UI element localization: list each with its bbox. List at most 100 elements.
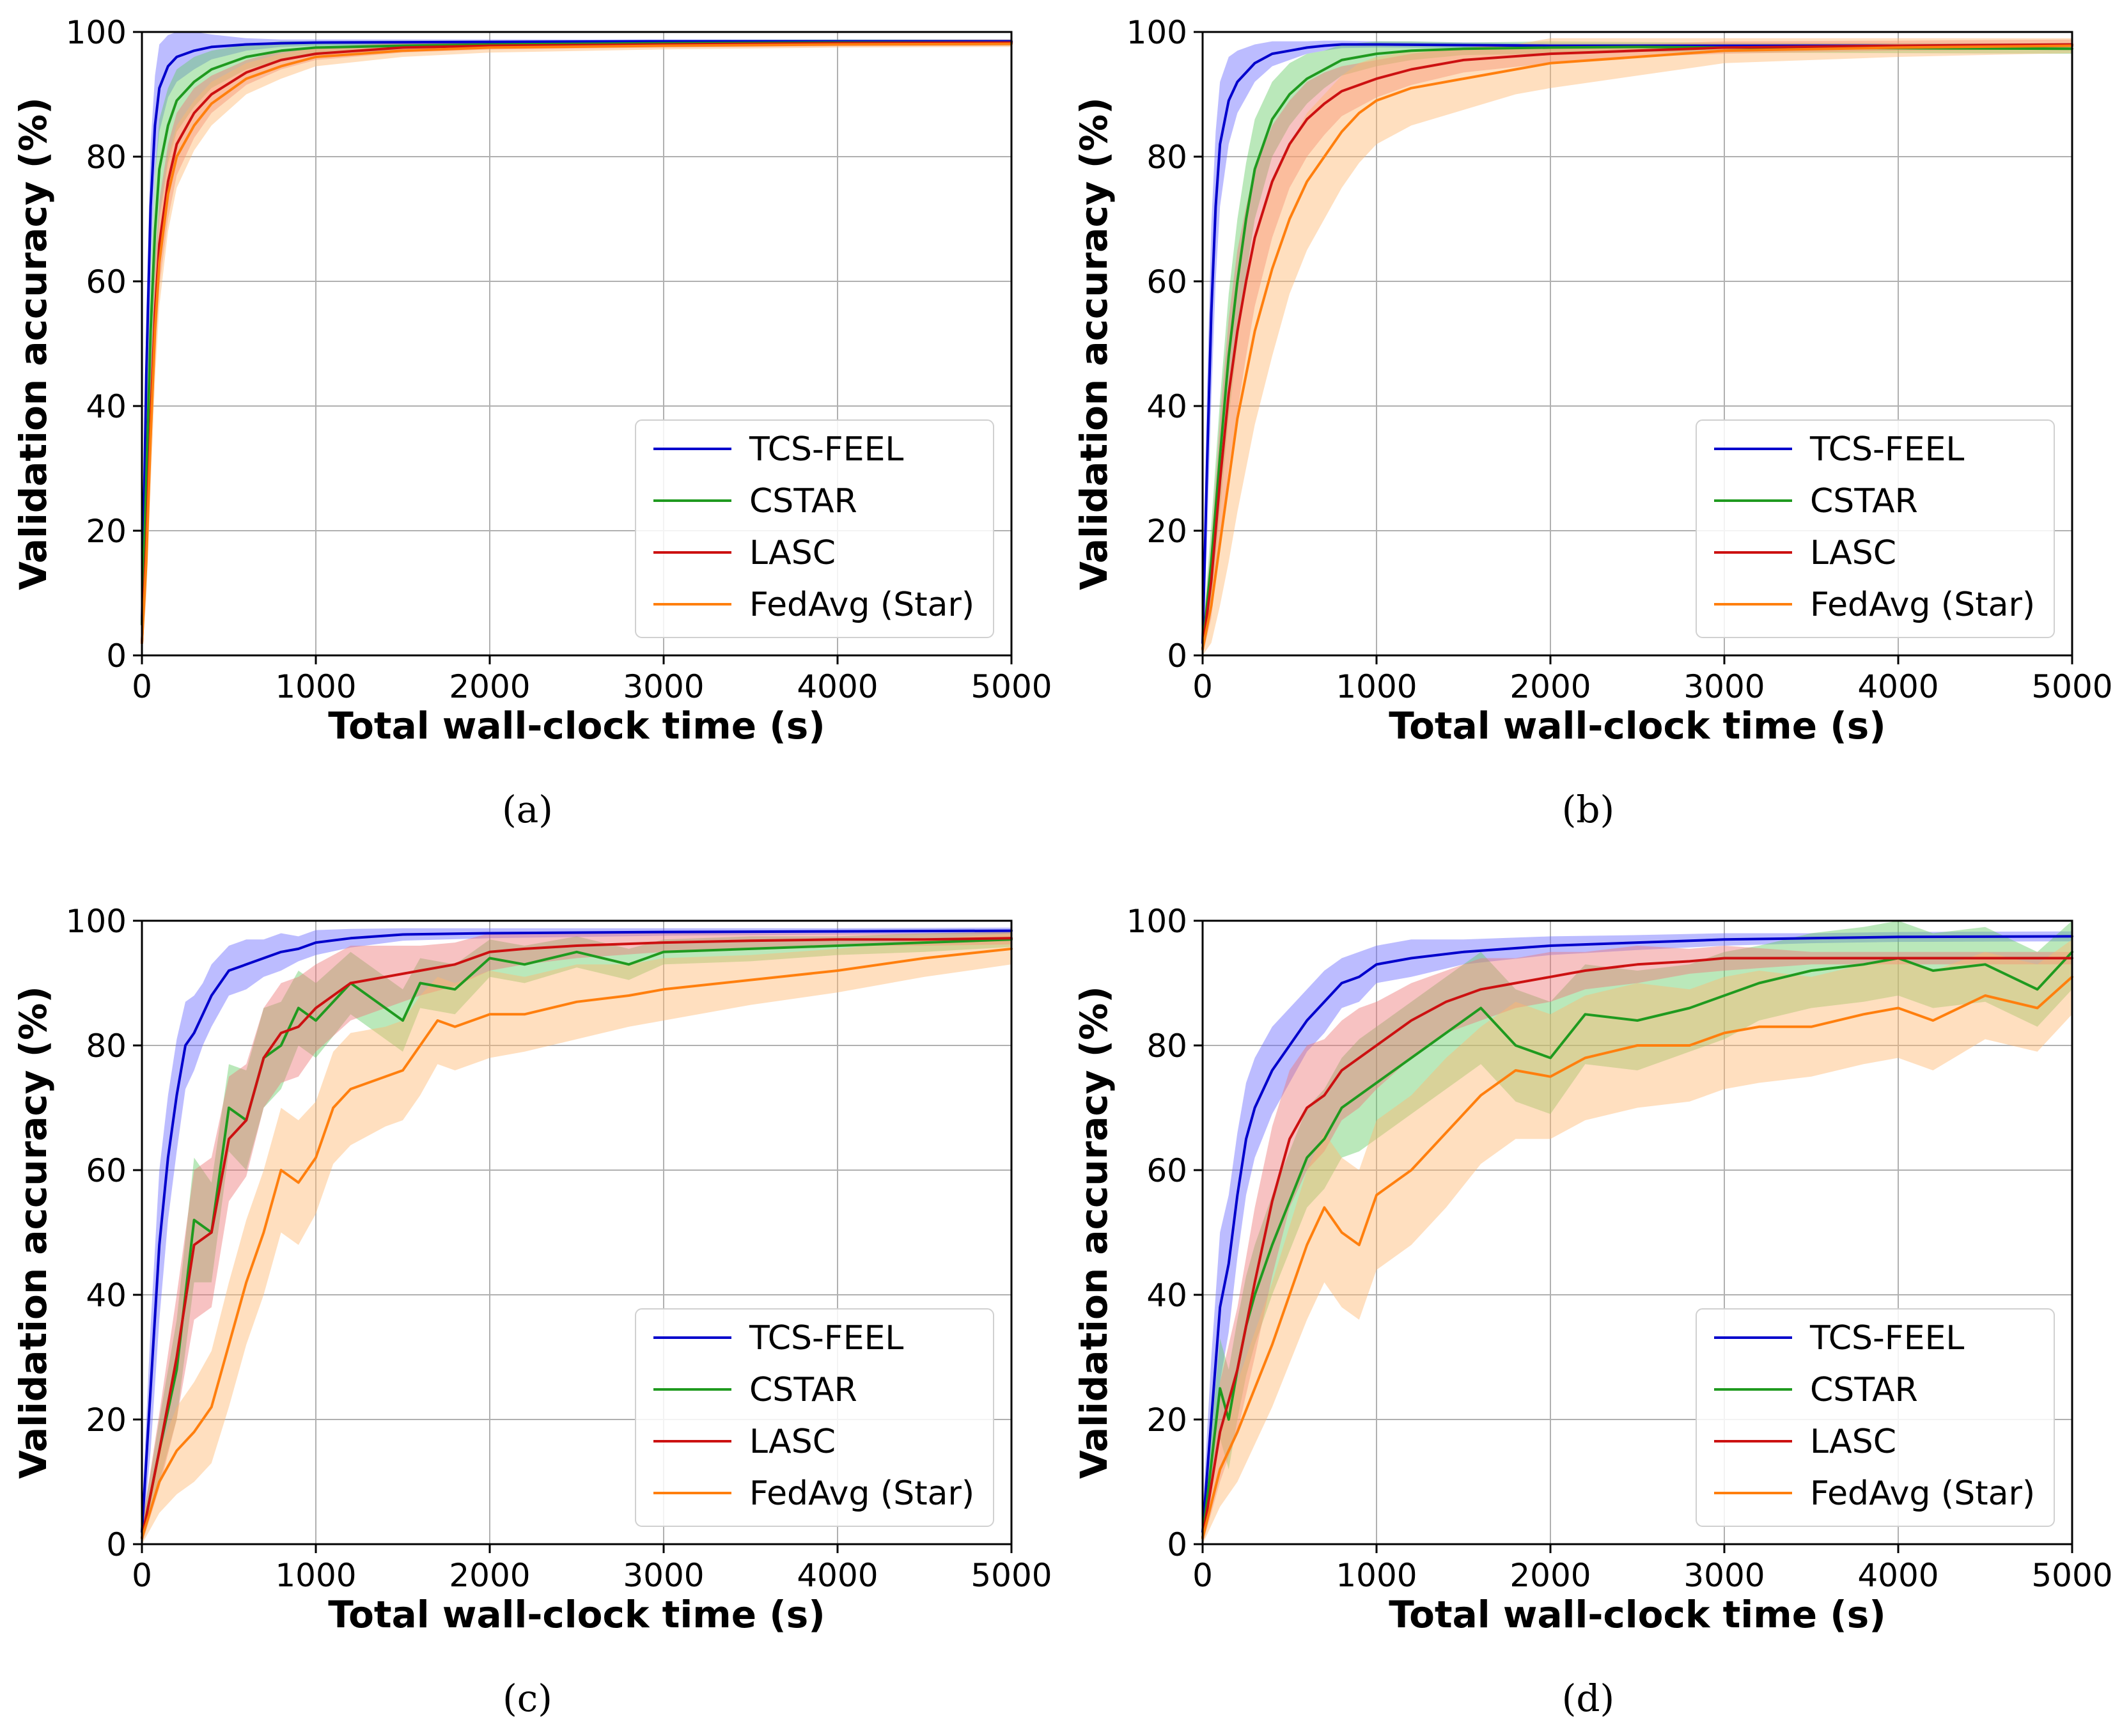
line-tcs-feel-a xyxy=(141,40,1013,626)
x-axis-label-c: Total wall-clock time (s) xyxy=(328,1593,825,1636)
legend-label-lasc-b: LASC xyxy=(1810,534,1896,572)
y-tick-label-d: 40 xyxy=(1146,1277,1187,1314)
y-tick-label-d: 0 xyxy=(1167,1526,1187,1563)
line-fedavg-star-c xyxy=(141,947,1013,1540)
x-tick-label-c: 4000 xyxy=(797,1557,878,1594)
legend-label-fedavg-star-a: FedAvg (Star) xyxy=(749,586,974,624)
legend-label-lasc-d: LASC xyxy=(1810,1423,1896,1461)
x-tick-label-c: 0 xyxy=(132,1557,152,1594)
line-cstar-d xyxy=(1201,950,2073,1540)
x-axis-label-a: Total wall-clock time (s) xyxy=(328,704,825,747)
x-tick-label-d: 5000 xyxy=(2031,1557,2112,1594)
x-tick-label-d: 0 xyxy=(1192,1557,1213,1594)
y-tick-label-b: 80 xyxy=(1146,139,1187,176)
legend-d xyxy=(1696,1308,2055,1527)
x-tick-label-d: 4000 xyxy=(1857,1557,1939,1594)
x-tick-label-c: 1000 xyxy=(275,1557,356,1594)
line-fedavg-star-d xyxy=(1201,975,2073,1540)
x-tick-label-a: 1000 xyxy=(275,668,356,705)
x-tick-label-b: 5000 xyxy=(2031,668,2112,705)
legend-c xyxy=(635,1308,994,1527)
chart-panel-a: 0 1000 2000 3000 4000 5000 0 20 40 60 80 100 Total w… xyxy=(12,14,1052,747)
band-cstar-b xyxy=(1203,41,2072,656)
line-tcs-feel-c xyxy=(141,929,1013,1533)
chart-panel-d: 0 1000 2000 3000 4000 5000 0 20 40 60 80 100 Total w… xyxy=(1072,903,2113,1636)
legend-label-lasc-a: LASC xyxy=(749,534,836,572)
x-tick-label-d: 2000 xyxy=(1510,1557,1591,1594)
x-tick-label-c: 2000 xyxy=(449,1557,530,1594)
line-fedavg-star-a xyxy=(141,42,1013,645)
band-fedavg-star-a xyxy=(142,40,1011,656)
x-tick-label-b: 3000 xyxy=(1683,668,1765,705)
legend-label-tcs-feel-c: TCS-FEEL xyxy=(749,1319,903,1357)
legend-label-fedavg-star-d: FedAvg (Star) xyxy=(1810,1474,2035,1513)
caption-c: (c) xyxy=(503,1677,552,1720)
y-tick-label-c: 40 xyxy=(86,1277,127,1314)
x-tick-label-c: 3000 xyxy=(623,1557,704,1594)
y-tick-label-b: 40 xyxy=(1146,388,1187,425)
x-tick-label-a: 2000 xyxy=(449,668,530,705)
legend-label-cstar-d: CSTAR xyxy=(1810,1371,1918,1409)
y-tick-label-b: 20 xyxy=(1146,513,1187,550)
x-tick-label-b: 4000 xyxy=(1857,668,1939,705)
y-tick-label-a: 100 xyxy=(66,14,127,51)
legend-label-tcs-feel-d: TCS-FEEL xyxy=(1809,1319,1964,1357)
y-axis-label-c: Validation accuracy (%) xyxy=(12,986,55,1479)
legend-label-fedavg-star-b: FedAvg (Star) xyxy=(1810,586,2035,624)
y-tick-label-c: 60 xyxy=(86,1152,127,1189)
axes-frame-c xyxy=(141,919,1013,1545)
x-tick-label-d: 3000 xyxy=(1683,1557,1765,1594)
legend-label-cstar-b: CSTAR xyxy=(1810,482,1918,520)
legend-label-fedavg-star-c: FedAvg (Star) xyxy=(749,1474,974,1513)
y-tick-label-a: 0 xyxy=(106,637,127,675)
band-lasc-b xyxy=(1203,39,2072,655)
line-lasc-b xyxy=(1201,43,2073,651)
chart-panel-c: 0 1000 2000 3000 4000 5000 0 20 40 60 80 100 Total w… xyxy=(12,903,1052,1636)
axes-frame-a xyxy=(141,31,1013,657)
x-tick-label-a: 4000 xyxy=(797,668,878,705)
y-tick-label-b: 60 xyxy=(1146,263,1187,301)
legend-label-cstar-a: CSTAR xyxy=(749,482,857,520)
legend-label-cstar-c: CSTAR xyxy=(749,1371,857,1409)
x-tick-label-a: 0 xyxy=(132,668,152,705)
axes-frame-b xyxy=(1201,31,2073,657)
y-tick-label-c: 80 xyxy=(86,1028,127,1065)
y-axis-label-b: Validation accuracy (%) xyxy=(1072,97,1116,590)
y-tick-label-a: 80 xyxy=(86,139,127,176)
line-tcs-feel-d xyxy=(1201,935,2073,1533)
y-axis-label-d: Validation accuracy (%) xyxy=(1072,986,1116,1479)
legend-label-lasc-c: LASC xyxy=(749,1423,836,1461)
band-fedavg-star-d xyxy=(1203,939,2072,1544)
x-tick-label-b: 2000 xyxy=(1510,668,1591,705)
legend-b xyxy=(1696,419,2055,638)
y-tick-label-b: 0 xyxy=(1167,637,1187,675)
legend-a xyxy=(635,419,994,638)
x-tick-label-a: 3000 xyxy=(623,668,704,705)
line-fedavg-star-b xyxy=(1201,44,2073,651)
y-tick-label-c: 20 xyxy=(86,1402,127,1439)
y-tick-label-b: 100 xyxy=(1127,14,1187,51)
axes-frame-d xyxy=(1201,919,2073,1545)
y-tick-label-d: 100 xyxy=(1127,903,1187,940)
x-tick-label-d: 1000 xyxy=(1336,1557,1417,1594)
x-tick-label-b: 0 xyxy=(1192,668,1213,705)
x-tick-label-a: 5000 xyxy=(971,668,1052,705)
line-lasc-d xyxy=(1201,957,2073,1540)
y-tick-label-a: 60 xyxy=(86,263,127,301)
y-tick-label-a: 40 xyxy=(86,388,127,425)
line-lasc-c xyxy=(141,937,1013,1540)
band-cstar-d xyxy=(1203,921,2072,1544)
caption-b: (b) xyxy=(1561,788,1615,831)
caption-d: (d) xyxy=(1561,1677,1615,1720)
y-tick-label-c: 0 xyxy=(106,1526,127,1563)
y-tick-label-d: 80 xyxy=(1146,1028,1187,1065)
y-tick-label-a: 20 xyxy=(86,513,127,550)
y-tick-label-d: 60 xyxy=(1146,1152,1187,1189)
y-tick-label-d: 20 xyxy=(1146,1402,1187,1439)
chart-panel-b: 0 1000 2000 3000 4000 5000 0 20 40 60 80 100 Total w… xyxy=(1072,14,2113,747)
caption-a: (a) xyxy=(502,788,553,831)
line-tcs-feel-b xyxy=(1201,43,2073,645)
x-tick-label-c: 5000 xyxy=(971,1557,1052,1594)
x-axis-label-d: Total wall-clock time (s) xyxy=(1389,1593,1886,1636)
